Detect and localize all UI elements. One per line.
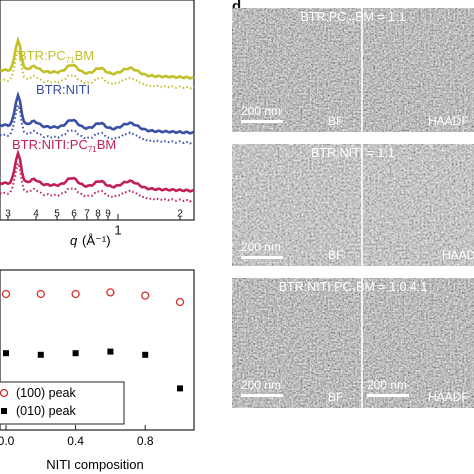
scattering-curve-dotted (0, 46, 195, 90)
scattering-curve-labels: BTR:PC71BM BTR:NITI BTR:NITI:PC71BM (12, 48, 116, 154)
panel-divider (361, 144, 363, 266)
q-axis-var: q (70, 233, 78, 248)
peak-010-marker (107, 348, 114, 355)
peak-legend: (100) peak (010) peak (0, 381, 125, 425)
scattering-ticks: 3 4 5 6 7 8 91 2 (5, 208, 183, 237)
peak-x-ticks: 0.0 0.4 0.8 (0, 425, 154, 448)
tem-title: BTR:NITI:PC7BM = 1:0.4:1 (278, 280, 428, 297)
peak-010-marker (3, 350, 9, 357)
scale-label-left: 200 nm (241, 240, 282, 254)
bf-label: BF (328, 114, 344, 128)
x-tick-label: 0.0 (0, 434, 15, 448)
x-tick-label: 0.4 (67, 434, 84, 448)
x-tick-label: 1 (114, 223, 121, 238)
micrograph-texture (232, 8, 474, 132)
curve-label: BTR:PC71BM (18, 48, 94, 65)
peak-100-marker (106, 288, 115, 297)
peak-100-marker (36, 289, 45, 299)
scattering-plot-frame (0, 0, 195, 221)
scale-bar-left (241, 120, 283, 123)
tem-title: BTR:NITI = 1:1 (311, 146, 395, 160)
scale-bar-left (241, 394, 283, 397)
legend-entry: (100) peak (16, 386, 77, 400)
tem-title: BTR:PC71BM = 1:1 (300, 10, 406, 27)
scattering-curve-dotted (0, 159, 195, 203)
peak-010-marker (177, 385, 183, 392)
panel-divider (361, 278, 363, 408)
peak-composition-plot: 0.0 0.4 0.8 (100) peak (010) peak NITI comp… (0, 269, 195, 472)
x-tick-label: 5 (54, 208, 60, 219)
x-tick-label: 6 (71, 208, 77, 219)
scattering-curve-solid (0, 90, 195, 135)
x-tick-label: 7 (84, 208, 90, 219)
tem-panel-pc71bm: BTR:PC71BM = 1:1 200 nm BF HAADF (232, 8, 474, 132)
panel-divider (361, 8, 363, 132)
scale-bar-left (241, 256, 283, 259)
peak-100-marker (1, 289, 11, 299)
peak-010-marker (72, 350, 79, 357)
tem-panel-niti: BTR:NITI = 1:1 200 nm BF HAADF (232, 144, 474, 266)
curve-label: BTR:NITI:PC71BM (12, 137, 116, 154)
q-axis-unit: (Å⁻¹) (82, 233, 111, 248)
bf-label: BF (328, 390, 344, 404)
scattering-curve-solid (0, 148, 195, 193)
haadf-label: HAADF (442, 248, 474, 262)
x-tick-label: 0.8 (137, 434, 154, 448)
scattering-curves (0, 35, 195, 203)
x-tick-label: 9 (105, 208, 111, 219)
peak-010-marker (37, 351, 44, 358)
legend-marker (0, 388, 9, 398)
legend-entry: (010) peak (16, 404, 77, 418)
peak-010-marker (142, 351, 149, 358)
haadf-label: HAADF (428, 114, 469, 128)
peak-100-marker (71, 289, 80, 299)
peak-markers (1, 288, 185, 392)
scale-label-left: 200 nm (241, 104, 282, 118)
scale-label-right: 200 nm (367, 378, 408, 392)
peak-100-marker (141, 291, 150, 300)
scattering-curve-solid (0, 35, 195, 80)
peak-plot-frame (0, 269, 195, 431)
haadf-label: HAADF (428, 390, 469, 404)
scattering-curve-dotted (0, 101, 195, 145)
x-tick-label: 4 (33, 208, 39, 219)
composition-axis-label: NITI composition (46, 457, 144, 472)
scale-bar-right (367, 394, 409, 397)
x-tick-label: 3 (5, 208, 11, 219)
scale-label-left: 200 nm (241, 378, 282, 392)
legend-box (0, 381, 125, 425)
panel-d-label: d (232, 0, 241, 15)
micrograph-texture (232, 278, 474, 408)
peak-100-marker (175, 297, 185, 307)
legend-marker (1, 408, 7, 414)
bf-label: BF (328, 248, 344, 262)
x-tick-label: 8 (95, 208, 101, 219)
tem-panel-ternary: BTR:NITI:PC7BM = 1:0.4:1 200 nm 200 nm B… (232, 278, 474, 408)
micrograph-texture (232, 144, 474, 266)
curve-label: BTR:NITI (36, 82, 90, 97)
x-tick-label: 2 (177, 208, 183, 219)
